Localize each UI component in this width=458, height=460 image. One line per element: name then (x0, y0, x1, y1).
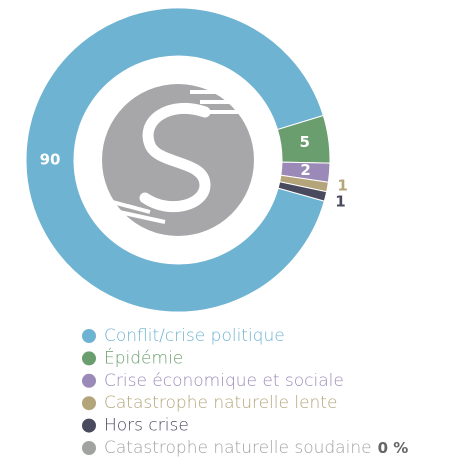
legend-value: 0 % (378, 439, 409, 457)
data-label: 1 (337, 176, 347, 194)
donut-slice (25, 7, 325, 313)
legend-text: Crise économique et sociale (104, 371, 344, 391)
legend-text: Catastrophe naturelle soudaine (104, 438, 372, 458)
legend-label: Catastrophe naturelle lente (104, 393, 337, 413)
legend-swatch (82, 373, 96, 388)
legend-swatch (82, 351, 96, 366)
legend-text: Épidémie (104, 346, 183, 368)
legend-label: Crise économique et sociale (104, 371, 344, 391)
data-label: 90 (40, 151, 61, 169)
legend-text: Catastrophe naturelle lente (104, 393, 337, 413)
legend-label: Hors crise (104, 416, 189, 436)
legend-text: Hors crise (104, 416, 189, 436)
logo (102, 84, 255, 236)
legend-swatch (82, 329, 96, 343)
data-label: 2 (300, 161, 310, 179)
legend-swatch (82, 418, 96, 433)
legend-text: Conflit/crise politique (104, 326, 285, 346)
legend-swatch (82, 396, 96, 411)
legend-label: Conflit/crise politique (104, 326, 285, 346)
legend-label: Épidémie (104, 346, 183, 368)
data-label: 1 (335, 192, 345, 210)
legend-label: Catastrophe naturelle soudaine 0 % (104, 438, 408, 458)
legend-swatch (82, 441, 96, 455)
donut-slice (277, 181, 328, 202)
data-label: 5 (300, 133, 310, 151)
